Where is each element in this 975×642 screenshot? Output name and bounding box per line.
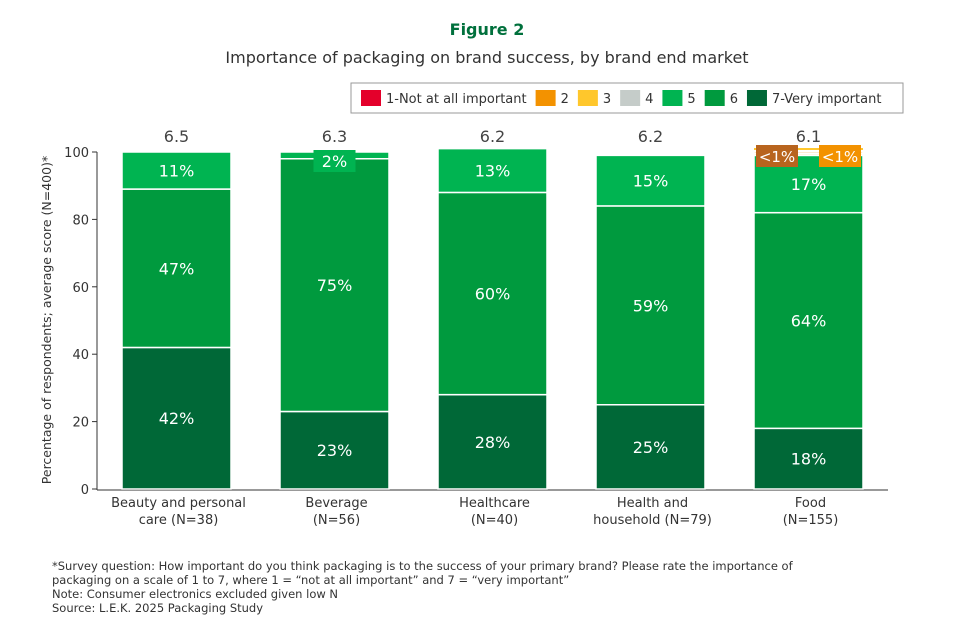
legend-swatch-1 bbox=[361, 90, 381, 106]
legend-label-2: 2 bbox=[561, 92, 569, 107]
segment-label-box bbox=[756, 145, 798, 167]
bar-group: 18% 64% 17% <1% <1%6.1 Food (N=155) bbox=[753, 127, 864, 528]
x-tick-label: care (N=38) bbox=[139, 513, 219, 528]
bar-segment-thin bbox=[754, 148, 863, 150]
bar-segment-6 bbox=[279, 157, 390, 413]
legend-swatch-6 bbox=[704, 90, 725, 106]
average-score-label: 6.2 bbox=[480, 127, 505, 146]
legend-swatch-2 bbox=[535, 90, 556, 106]
x-tick-label: Beauty and personal bbox=[111, 496, 246, 511]
bar-segment-5 bbox=[595, 154, 706, 207]
segment-label: 60% bbox=[475, 285, 511, 304]
segment-label: <1% bbox=[759, 148, 795, 166]
bar-group: 42% 47% 11% 6.5 Beauty and personal care (N=3… bbox=[111, 127, 246, 528]
segment-label: 23% bbox=[317, 441, 353, 460]
y-axis-label: Percentage of respondents; average score… bbox=[39, 156, 54, 484]
bar-segment-7 bbox=[121, 346, 232, 490]
bar-segment-7 bbox=[595, 404, 706, 490]
legend-label-3: 3 bbox=[603, 92, 611, 107]
segment-label: 11% bbox=[159, 162, 195, 181]
y-tick-label: 100 bbox=[64, 146, 89, 161]
segment-label: 15% bbox=[633, 172, 669, 191]
segment-label-box bbox=[313, 150, 356, 172]
legend-label-4: 4 bbox=[645, 92, 653, 107]
bar-segment-2 bbox=[753, 151, 864, 155]
y-tick-label: 60 bbox=[72, 281, 89, 296]
footnote: Source: L.E.K. 2025 Packaging Study bbox=[52, 601, 264, 615]
segment-label: 42% bbox=[159, 409, 195, 428]
legend: 1-Not at all important 2 3 4 5 6 7-Very import… bbox=[350, 82, 904, 114]
bars: 42% 47% 11% 6.5 Beauty and personal care (N=3… bbox=[111, 127, 864, 528]
segment-label: 47% bbox=[159, 259, 195, 278]
segment-label: 2% bbox=[322, 152, 347, 171]
chart-subtitle: Importance of packaging on brand success… bbox=[225, 48, 748, 67]
x-tick-label: (N=56) bbox=[313, 513, 360, 528]
segment-label: 17% bbox=[791, 175, 827, 194]
legend-swatch-5 bbox=[662, 90, 683, 106]
legend-label-5: 5 bbox=[687, 92, 695, 107]
bar-segment-7 bbox=[753, 427, 864, 490]
legend-label-7: 7-Very important bbox=[772, 92, 881, 107]
segment-label: 28% bbox=[475, 433, 511, 452]
average-score-label: 6.1 bbox=[796, 127, 821, 146]
bar-segment-6 bbox=[437, 191, 548, 396]
footnote: Note: Consumer electronics excluded give… bbox=[52, 587, 339, 601]
bar-group: 28% 60% 13% 6.2 Healthcare (N=40) bbox=[437, 127, 548, 528]
footnote: *Survey question: How important do you t… bbox=[52, 559, 793, 573]
segment-label: 75% bbox=[317, 276, 353, 295]
average-score-label: 6.5 bbox=[164, 127, 189, 146]
bar-segment-6 bbox=[595, 205, 706, 406]
legend-label-6: 6 bbox=[730, 92, 738, 107]
average-score-label: 6.3 bbox=[322, 127, 347, 146]
segment-label: 18% bbox=[791, 450, 827, 469]
legend-label-1: 1-Not at all important bbox=[386, 92, 527, 107]
bar-group: 25% 59% 15% 6.2 Health and household (N=79) bbox=[593, 127, 712, 528]
x-tick-label: Healthcare bbox=[459, 496, 530, 511]
bar-group: 23% 75% 2% 6.3 Beverage (N=56) bbox=[279, 127, 390, 528]
segment-label: 25% bbox=[633, 438, 669, 457]
x-tick-label: Health and bbox=[617, 496, 688, 511]
y-tick-label: 40 bbox=[72, 348, 89, 363]
segment-label: 59% bbox=[633, 296, 669, 315]
x-tick-label: household (N=79) bbox=[593, 513, 712, 528]
average-score-label: 6.2 bbox=[638, 127, 663, 146]
segment-label: <1% bbox=[822, 148, 858, 166]
legend-swatch-7 bbox=[746, 90, 767, 106]
legend-swatch-3 bbox=[577, 90, 598, 106]
x-tick-label: Beverage bbox=[305, 496, 367, 511]
x-tick-label: (N=40) bbox=[471, 513, 518, 528]
bar-segment-6 bbox=[753, 211, 864, 430]
x-tick-label: (N=155) bbox=[783, 513, 839, 528]
segment-label-box bbox=[819, 145, 861, 167]
segment-label: 64% bbox=[791, 312, 827, 331]
bar-segment-5 bbox=[121, 151, 232, 190]
footnote: packaging on a scale of 1 to 7, where 1 … bbox=[52, 573, 570, 587]
x-tick-label: Food bbox=[795, 496, 826, 511]
axes: 0 20 40 60 80 100 bbox=[64, 146, 888, 498]
stacked-bar-chart: Figure 2 Importance of packaging on bran… bbox=[39, 20, 904, 528]
footnotes: *Survey question: How important do you t… bbox=[52, 559, 793, 615]
segment-label: 13% bbox=[475, 162, 511, 181]
bar-segment-5 bbox=[437, 147, 548, 194]
y-tick-label: 0 bbox=[81, 483, 89, 498]
y-tick-label: 80 bbox=[72, 213, 89, 228]
y-tick-label: 20 bbox=[72, 416, 89, 431]
chart-title: Figure 2 bbox=[450, 20, 525, 39]
legend-swatch-4 bbox=[620, 90, 641, 106]
bar-segment-7 bbox=[437, 393, 548, 490]
bar-segment-6 bbox=[121, 188, 232, 349]
